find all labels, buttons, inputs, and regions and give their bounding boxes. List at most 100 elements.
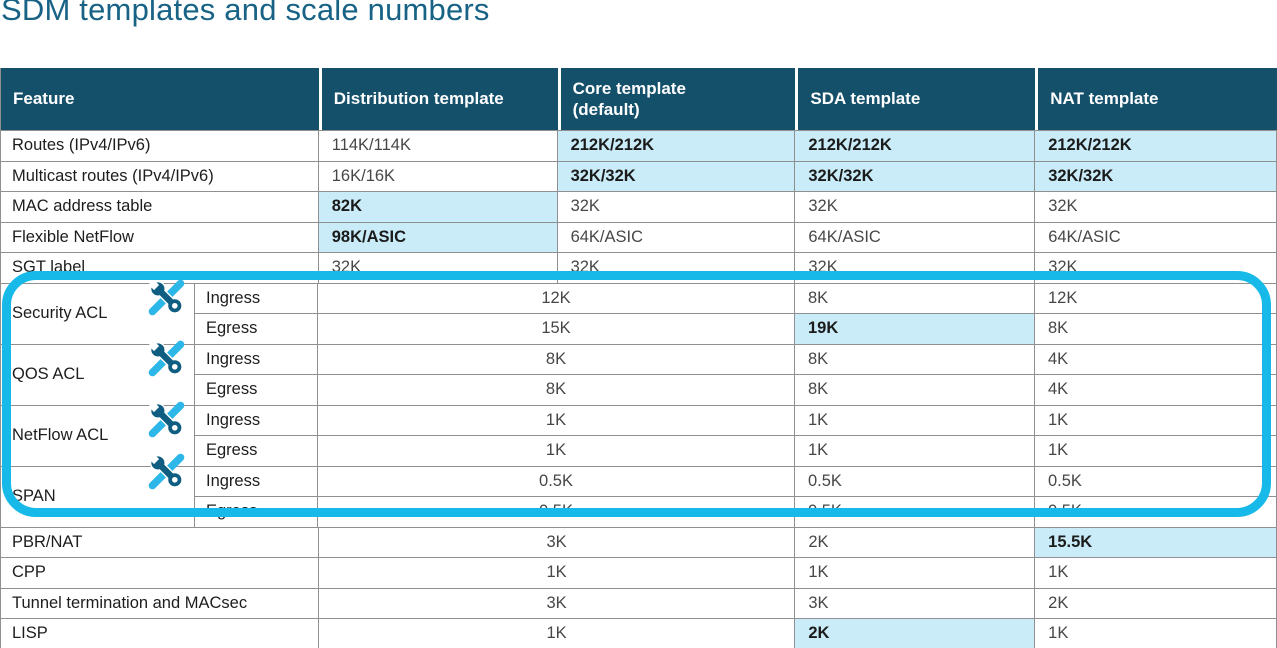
value-cell: 1K [1035, 405, 1277, 436]
table-row: Ingress 1K 1K 1K [195, 405, 1277, 436]
table-row: Multicast routes (IPv4/IPv6) 16K/16K 32K… [1, 161, 1277, 192]
value-cell: 12K [1035, 283, 1277, 314]
column-header-distribution: Distribution template [318, 68, 558, 130]
table-header-row: Feature Distribution template Core templ… [1, 68, 1277, 131]
column-header-feature: Feature [13, 89, 75, 109]
table-row: Ingress 12K 8K 12K [195, 283, 1277, 314]
table-row: SGT label 32K 32K 32K 32K [1, 253, 1277, 284]
page-title: SDM templates and scale numbers [1, 0, 490, 27]
value-cell: 32K [557, 253, 796, 284]
value-cell-merged: 3K [318, 527, 796, 558]
value-cell-merged: 0.5K [318, 466, 795, 497]
table-row: Egress 1K 1K 1K [195, 436, 1277, 467]
table-row: Egress 15K 19K 8K [195, 314, 1277, 345]
value-cell: 0.5K [1035, 466, 1277, 497]
table-row: Egress 8K 8K 4K [195, 375, 1277, 406]
value-cell: 32K [795, 192, 1036, 223]
value-cell: 1K [795, 405, 1035, 436]
group-feature-cell: QOS ACL [1, 345, 195, 406]
feature-cell: Flexible NetFlow [1, 222, 319, 253]
tools-icon [144, 275, 189, 320]
table-row: LISP 1K 2K 1K [1, 619, 1277, 648]
feature-group-span: SPAN Ingress 0.5K 0.5K 0.5K Egress 0.5K … [1, 467, 1277, 528]
value-cell: 212K/212K [795, 131, 1036, 162]
value-cell: 1K [1035, 436, 1277, 467]
tools-icon [144, 449, 189, 494]
value-cell: 0.5K [795, 466, 1035, 497]
value-cell: 8K [795, 283, 1035, 314]
column-header-core-line2: (default) [572, 100, 640, 119]
value-cell-merged: 1K [318, 619, 796, 648]
table-row: Ingress 8K 8K 4K [195, 344, 1277, 375]
value-cell: 212K/212K [1035, 131, 1277, 162]
feature-group-netflow-acl: NetFlow ACL Ingress 1K 1K 1K Egress 1K 1… [1, 406, 1277, 467]
direction-cell: Ingress [195, 344, 318, 375]
feature-cell: LISP [1, 619, 319, 648]
value-cell: 2K [795, 527, 1036, 558]
feature-cell: CPP [1, 558, 319, 589]
feature-cell: MAC address table [1, 192, 319, 223]
feature-group-qos-acl: QOS ACL Ingress 8K 8K 4K Egress 8K 8K 4K [1, 345, 1277, 406]
value-cell: 3K [795, 588, 1036, 619]
group-feature-label: QOS ACL [12, 365, 85, 383]
table-row: Flexible NetFlow 98K/ASIC 64K/ASIC 64K/A… [1, 222, 1277, 253]
value-cell: 212K/212K [557, 131, 796, 162]
value-cell: 32K [795, 253, 1036, 284]
value-cell: 64K/ASIC [795, 222, 1036, 253]
value-cell: 15.5K [1035, 527, 1277, 558]
value-cell: 98K/ASIC [318, 222, 558, 253]
value-cell: 0.5K [795, 497, 1035, 528]
value-cell: 16K/16K [318, 161, 558, 192]
direction-cell: Egress [195, 375, 318, 406]
value-cell: 1K [1035, 558, 1277, 589]
feature-cell: PBR/NAT [1, 527, 319, 558]
value-cell-merged: 12K [318, 283, 795, 314]
value-cell: 114K/114K [318, 131, 558, 162]
value-cell: 2K [795, 619, 1036, 648]
value-cell: 82K [318, 192, 558, 223]
value-cell: 1K [1035, 619, 1277, 648]
value-cell: 1K [795, 436, 1035, 467]
group-feature-cell: SPAN [1, 467, 195, 528]
tools-icon [144, 336, 189, 381]
sdm-scale-table: Feature Distribution template Core templ… [0, 68, 1277, 648]
feature-cell: Tunnel termination and MACsec [1, 588, 319, 619]
table-row: MAC address table 82K 32K 32K 32K [1, 192, 1277, 223]
direction-cell: Egress [195, 436, 318, 467]
value-cell-merged: 15K [318, 314, 795, 345]
value-cell-merged: 1K [318, 405, 795, 436]
value-cell: 32K/32K [557, 161, 796, 192]
value-cell: 19K [795, 314, 1035, 345]
value-cell-merged: 1K [318, 558, 796, 589]
value-cell: 8K [795, 344, 1035, 375]
feature-cell: Multicast routes (IPv4/IPv6) [1, 161, 319, 192]
direction-cell: Egress [195, 314, 318, 345]
table-row: PBR/NAT 3K 2K 15.5K [1, 527, 1277, 558]
column-header-core: Core template (default) [557, 68, 796, 130]
feature-group-security-acl: Security ACL Ingress 12K 8K 12K Egress 1… [1, 284, 1277, 345]
value-cell: 8K [1035, 314, 1277, 345]
table-row: CPP 1K 1K 1K [1, 558, 1277, 589]
column-header-nat: NAT template [1035, 68, 1277, 130]
tools-icon [144, 397, 189, 442]
value-cell: 32K [318, 253, 558, 284]
table-row: Ingress 0.5K 0.5K 0.5K [195, 466, 1277, 497]
value-cell: 32K [557, 192, 796, 223]
value-cell: 8K [795, 375, 1035, 406]
direction-cell: Ingress [195, 283, 318, 314]
feature-cell: Routes (IPv4/IPv6) [1, 131, 319, 162]
direction-cell: Egress [195, 497, 318, 528]
value-cell: 32K/32K [1035, 161, 1277, 192]
direction-cell: Ingress [195, 466, 318, 497]
value-cell: 64K/ASIC [557, 222, 796, 253]
value-cell: 2K [1035, 588, 1277, 619]
value-cell-merged: 3K [318, 588, 796, 619]
table-row: Egress 0.5K 0.5K 0.5K [195, 497, 1277, 528]
value-cell: 1K [795, 558, 1036, 589]
value-cell: 4K [1035, 344, 1277, 375]
value-cell-merged: 8K [318, 344, 795, 375]
value-cell: 32K/32K [795, 161, 1036, 192]
group-feature-label: NetFlow ACL [12, 426, 109, 444]
column-header-core-line1: Core template [572, 78, 686, 98]
